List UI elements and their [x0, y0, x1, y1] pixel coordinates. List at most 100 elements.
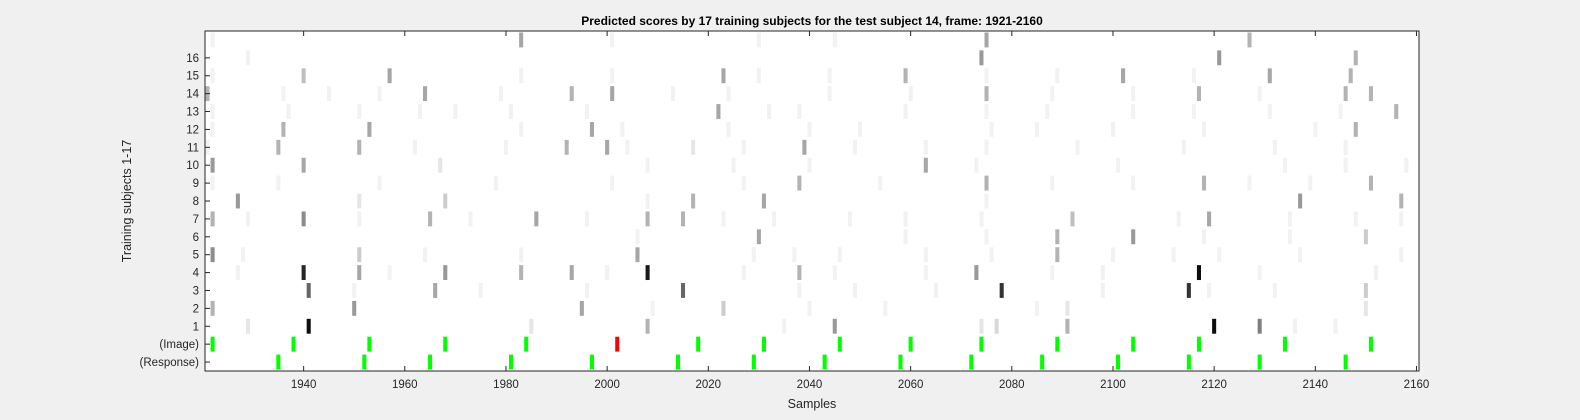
x-tick-label: 2140 [1303, 379, 1329, 391]
score-cell [1353, 50, 1358, 66]
score-cell [1196, 86, 1201, 102]
score-cell [235, 193, 240, 209]
score-cell [529, 318, 534, 334]
score-cell [519, 68, 524, 84]
score-cell [235, 265, 240, 281]
score-cell [1298, 247, 1303, 263]
y-tick-label: 1 [193, 321, 199, 333]
x-tick-label: 2020 [696, 379, 722, 391]
y-tick-label: 11 [187, 142, 199, 154]
score-cell [1191, 104, 1196, 119]
score-cell [772, 211, 777, 227]
x-tick-label: 1960 [392, 379, 418, 391]
score-cell [1373, 265, 1379, 281]
score-cell [1272, 139, 1277, 155]
score-cell [281, 121, 286, 137]
score-cell [240, 247, 245, 263]
score-cell [832, 265, 837, 281]
response-marker [898, 354, 903, 370]
image-marker [443, 336, 448, 352]
score-cell [1343, 86, 1348, 102]
score-cell [751, 247, 756, 263]
score-cell [584, 283, 589, 298]
score-cell [417, 104, 423, 119]
score-cell [1131, 175, 1136, 191]
x-tick-label: 2160 [1404, 379, 1430, 391]
score-cell [903, 211, 908, 227]
score-cell [301, 68, 306, 84]
x-tick-label: 1940 [291, 379, 317, 391]
score-cell [923, 265, 928, 281]
y-tick-label: 12 [186, 124, 199, 136]
markers-layer [210, 336, 1373, 370]
score-cell [1217, 247, 1222, 263]
score-cell [741, 175, 746, 191]
image-marker [1282, 336, 1287, 352]
score-cell [610, 68, 615, 84]
image-marker [1131, 336, 1136, 352]
response-marker [509, 354, 514, 370]
score-cell [210, 157, 215, 173]
score-cell [1272, 283, 1277, 298]
score-cell [807, 300, 812, 316]
score-cell [301, 211, 306, 227]
score-cell [1267, 104, 1272, 119]
score-cell [210, 300, 215, 316]
score-cell [807, 157, 812, 173]
x-tick-label: 2000 [594, 379, 620, 391]
score-cell [847, 211, 852, 227]
score-cell [1181, 139, 1186, 155]
score-cell [741, 139, 746, 155]
y-tick-label: 3 [193, 285, 199, 297]
score-cell [807, 121, 812, 137]
score-cell [984, 175, 989, 191]
score-cell [605, 265, 610, 281]
score-cell [1191, 68, 1196, 84]
y-tick-label: 4 [193, 268, 200, 280]
score-cell [1075, 139, 1080, 155]
score-cell [1035, 121, 1040, 137]
score-cell [933, 283, 938, 298]
y-tick-label: (Response) [140, 357, 200, 369]
score-cell [276, 175, 281, 191]
y-tick-label: 9 [193, 178, 199, 190]
score-cell [756, 229, 761, 245]
score-cell [1055, 229, 1060, 245]
score-cell [645, 157, 650, 173]
score-cell [1247, 32, 1252, 48]
score-cell [999, 283, 1004, 298]
score-cell [680, 283, 686, 298]
image-marker [524, 336, 529, 352]
score-cell [1116, 157, 1121, 173]
y-tick-label: 6 [193, 232, 199, 244]
score-cell [1348, 68, 1353, 84]
score-cell [827, 68, 832, 84]
score-cell [519, 247, 524, 263]
score-cell [756, 68, 761, 84]
image-marker [210, 336, 215, 352]
image-marker [367, 336, 372, 352]
y-axis-label: Training subjects 1-17 [120, 140, 134, 263]
score-cell [387, 265, 392, 281]
score-cell [1055, 68, 1060, 84]
score-cell [210, 121, 215, 137]
score-cell [357, 193, 362, 209]
response-marker [589, 354, 594, 370]
score-cell [1050, 175, 1055, 191]
score-cell [498, 86, 503, 102]
score-cell [286, 104, 291, 119]
image-marker-highlight [615, 336, 620, 352]
score-cell [903, 229, 908, 245]
score-cell [792, 247, 797, 263]
image-marker [761, 336, 766, 352]
score-cell [1121, 68, 1126, 84]
y-tick-label: 7 [193, 214, 199, 226]
score-cell [589, 121, 594, 137]
score-cell [1045, 104, 1050, 119]
score-cell [766, 104, 772, 119]
score-cell [210, 175, 215, 191]
score-cell [210, 247, 215, 263]
y-tick-label: 13 [186, 107, 199, 119]
score-cell [1055, 247, 1060, 263]
score-cell [1196, 265, 1201, 281]
